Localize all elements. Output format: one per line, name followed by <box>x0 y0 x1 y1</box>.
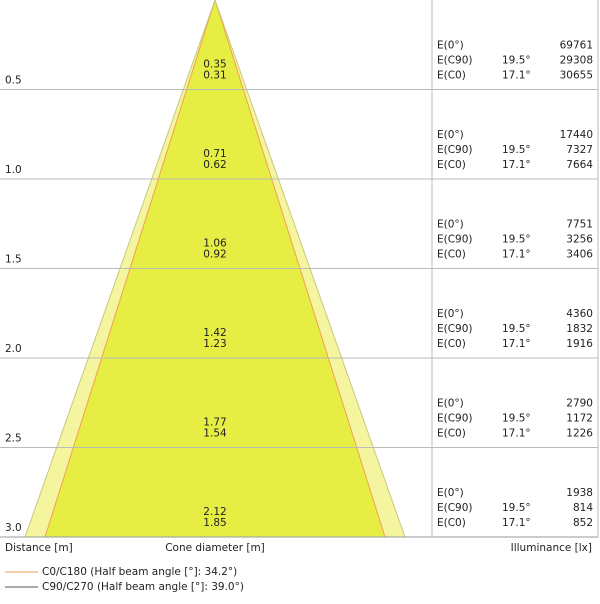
illuminance-value: 7751 <box>566 219 593 231</box>
distance-label: 1.0 <box>5 164 22 176</box>
diameter-label: 1.23 <box>203 338 226 350</box>
illuminance-angle: 19.5° <box>502 323 531 335</box>
illuminance-value: 1226 <box>566 428 593 440</box>
illuminance-value: 1938 <box>566 487 593 499</box>
illuminance-angle: 19.5° <box>502 234 531 246</box>
illuminance-value: 69761 <box>560 40 593 52</box>
illuminance-name: E(C0) <box>437 428 466 440</box>
illuminance-angle: 17.1° <box>502 517 531 529</box>
illuminance-value: 7327 <box>566 144 593 156</box>
distance-label: 2.5 <box>5 433 22 445</box>
illuminance-angle: 19.5° <box>502 55 531 67</box>
illuminance-value: 3256 <box>566 234 593 246</box>
illuminance-value: 1172 <box>566 413 593 425</box>
illuminance-name: E(0°) <box>437 398 464 410</box>
illuminance-angle: 19.5° <box>502 413 531 425</box>
illuminance-value: 17440 <box>560 129 593 141</box>
illuminance-angle: 17.1° <box>502 428 531 440</box>
illuminance-name: E(C0) <box>437 249 466 261</box>
diameter-label: 1.77 <box>203 417 226 429</box>
diameter-label: 0.62 <box>203 159 226 171</box>
footer-label: Cone diameter [m] <box>165 542 265 554</box>
illuminance-name: E(0°) <box>437 308 464 320</box>
illuminance-value: 2790 <box>566 398 593 410</box>
diameter-label: 0.92 <box>203 249 226 261</box>
diameter-label: 0.31 <box>203 70 226 82</box>
distance-label: 2.0 <box>5 343 22 355</box>
legend-label: C90/C270 (Half beam angle [°]: 39.0°) <box>42 581 244 593</box>
footer-label: Distance [m] <box>5 542 73 554</box>
illuminance-name: E(C0) <box>437 517 466 529</box>
illuminance-value: 3406 <box>566 249 593 261</box>
illuminance-value: 852 <box>573 517 593 529</box>
diameter-label: 1.85 <box>203 517 226 529</box>
illuminance-name: E(0°) <box>437 219 464 231</box>
distance-label: 0.5 <box>5 75 22 87</box>
diameter-label: 1.54 <box>203 428 227 440</box>
illuminance-angle: 17.1° <box>502 159 531 171</box>
illuminance-angle: 19.5° <box>502 144 531 156</box>
illuminance-value: 29308 <box>560 55 593 67</box>
illuminance-angle: 17.1° <box>502 249 531 261</box>
illuminance-name: E(C90) <box>437 502 473 514</box>
diameter-label: 1.42 <box>203 327 226 339</box>
distance-label: 3.0 <box>5 522 22 534</box>
distance-label: 1.5 <box>5 254 22 266</box>
illuminance-name: E(C0) <box>437 70 466 82</box>
diameter-label: 0.71 <box>203 148 226 160</box>
illuminance-name: E(0°) <box>437 40 464 52</box>
illuminance-value: 1916 <box>566 338 593 350</box>
illuminance-name: E(0°) <box>437 129 464 141</box>
illuminance-value: 814 <box>573 502 593 514</box>
diameter-label: 0.35 <box>203 59 226 71</box>
illuminance-name: E(C90) <box>437 144 473 156</box>
illuminance-value: 1832 <box>566 323 593 335</box>
diameter-label: 1.06 <box>203 238 227 250</box>
illuminance-value: 7664 <box>566 159 593 171</box>
illuminance-value: 30655 <box>560 70 593 82</box>
illuminance-name: E(C0) <box>437 159 466 171</box>
diameter-label: 2.12 <box>203 506 226 518</box>
legend-label: C0/C180 (Half beam angle [°]: 34.2°) <box>42 566 237 578</box>
illuminance-angle: 17.1° <box>502 70 531 82</box>
illuminance-name: E(0°) <box>437 487 464 499</box>
illuminance-angle: 17.1° <box>502 338 531 350</box>
illuminance-angle: 19.5° <box>502 502 531 514</box>
illuminance-value: 4360 <box>566 308 593 320</box>
illuminance-name: E(C90) <box>437 55 473 67</box>
illuminance-name: E(C90) <box>437 413 473 425</box>
footer-label: Illuminance [lx] <box>511 542 592 554</box>
illuminance-name: E(C90) <box>437 234 473 246</box>
illuminance-name: E(C90) <box>437 323 473 335</box>
illuminance-name: E(C0) <box>437 338 466 350</box>
